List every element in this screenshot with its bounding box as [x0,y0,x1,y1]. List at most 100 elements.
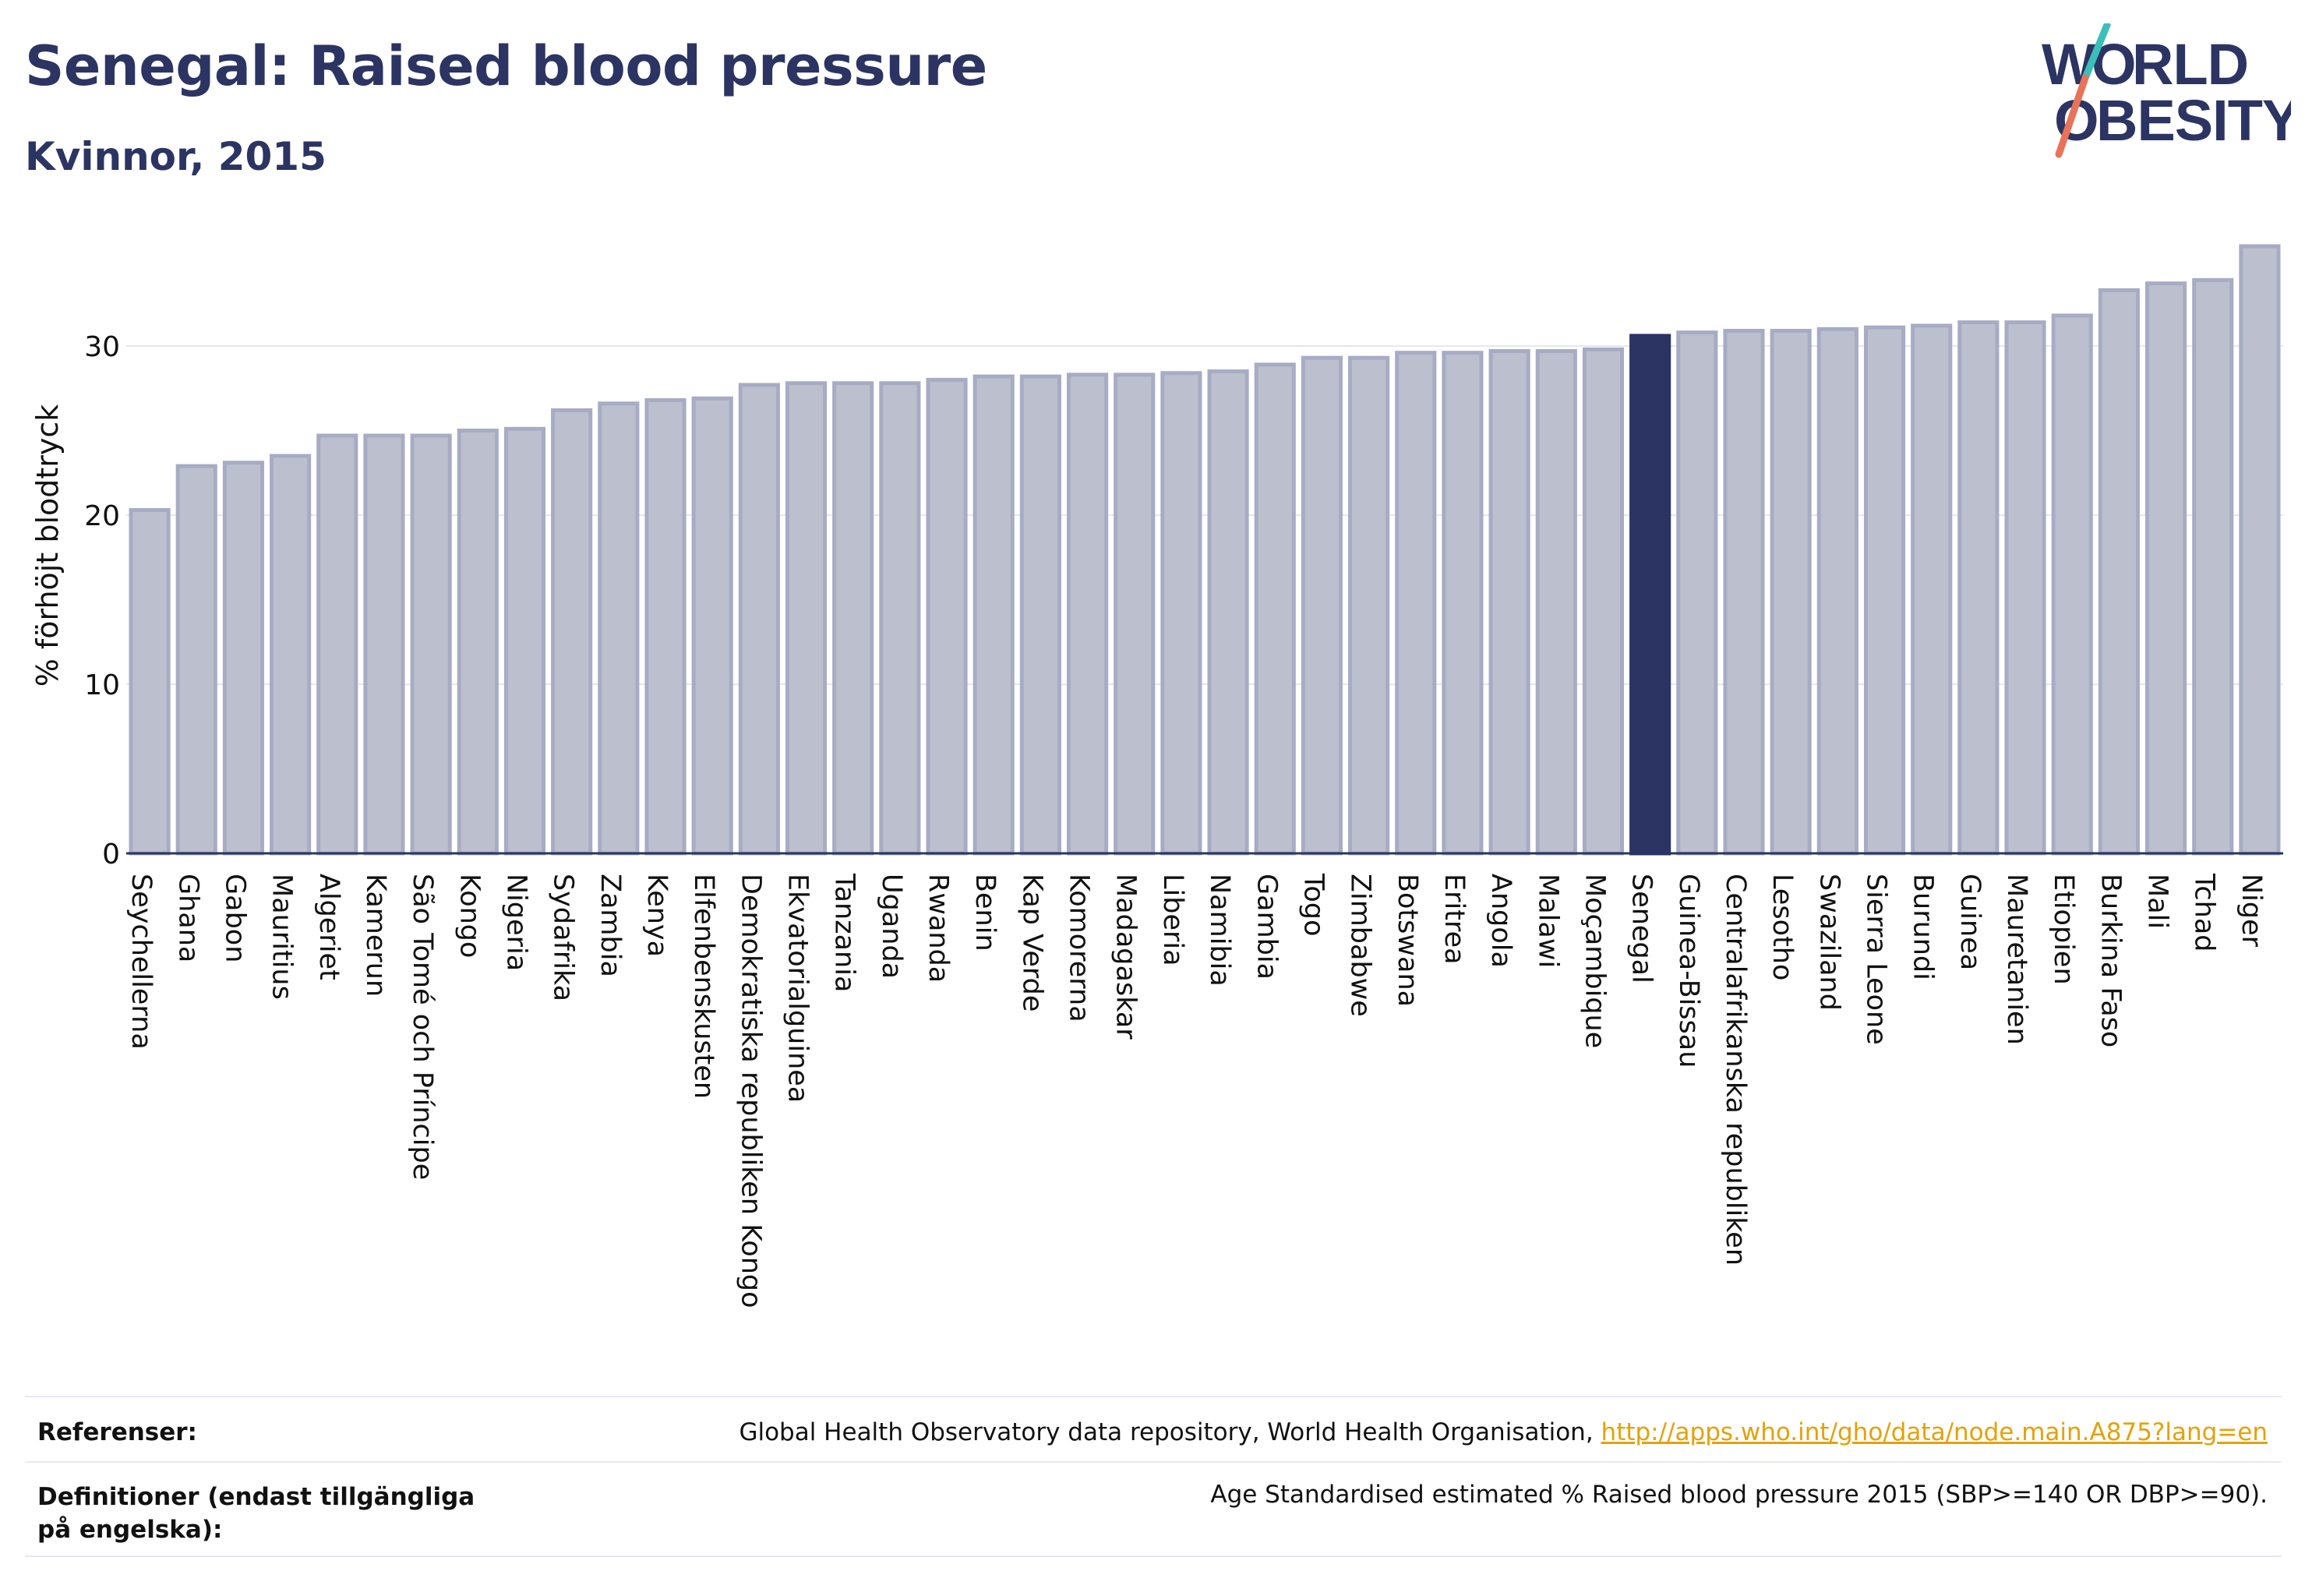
bar-elfenbenskusten [691,396,733,856]
x-tick-label: Togo [1297,873,1329,936]
bar-s-o-tom-och-pr-ncipe [410,433,452,856]
bar-zimbabwe [1348,355,1390,856]
y-tick-label: 30 [84,331,120,363]
footer-divider [25,1461,2282,1463]
bar-lesotho [1770,328,1812,856]
bar-etiopien [2051,313,2093,856]
references-text: Global Health Observatory data repositor… [739,1418,2268,1446]
bar-sierra-leone [1863,325,1906,856]
bar-kamerun [363,433,405,856]
bar-sydafrika [551,408,593,856]
bar-kongo [457,429,499,856]
x-tick-label: Liberia [1157,874,1188,966]
x-tick-label: Uganda [876,874,907,979]
x-tick-label: Rwanda [923,874,954,983]
bar-madagaskar [1114,373,1156,856]
bar-gambia [1254,362,1296,856]
x-tick-label: Nigeria [500,874,531,971]
x-tick-label: Zambia [595,874,626,977]
bar-namibia [1207,369,1249,856]
bar-kenya [644,397,687,856]
x-tick-label: Senegal [1626,874,1657,983]
x-tick-label: Guinea [1954,874,1986,970]
y-tick-label: 20 [84,500,120,532]
bar-swaziland [1816,327,1858,856]
bar-nigeria [503,426,546,856]
bar-seychellerna [129,507,171,856]
bar-mauretanien [2004,320,2046,856]
bar-rwanda [926,377,968,856]
x-tick-label: Eritrea [1438,874,1470,965]
bar-mauritius [270,454,312,856]
bar-senegal [1629,334,1671,856]
bar-mali [2144,281,2187,856]
svg-text:RLD: RLD [2132,32,2248,97]
x-tick-label: Burkina Faso [2095,874,2126,1047]
x-tick-label: Namibia [1204,874,1235,987]
references-link[interactable]: http://apps.who.int/gho/data/node.main.A… [1601,1418,2268,1446]
x-tick-label: Sierra Leone [1861,874,1892,1045]
references-source: Global Health Observatory data repositor… [739,1418,1601,1446]
x-tick-label: Sydafrika [548,874,579,1001]
bar-benin [972,374,1015,856]
definitions-text: Age Standardised estimated % Raised bloo… [1210,1481,2268,1509]
bar-burundi [1911,323,1953,856]
bar-tanzania [832,381,874,856]
x-tick-label: Lesotho [1767,874,1798,980]
footer-divider [25,1555,2282,1557]
x-tick-label: São Tomé och Príncipe [407,874,438,1180]
x-tick-label: Etiopien [2048,874,2079,985]
x-tick-label: Madagaskar [1110,874,1142,1040]
bar-komorerna [1066,373,1109,856]
bar-guinea [1957,320,2000,856]
x-tick-label: Mauretanien [2001,874,2032,1045]
definitions-label: Definitioner (endast tillgängliga på eng… [37,1483,475,1544]
x-tick-label: Niger [2236,874,2267,948]
x-tick-label: Tanzania [829,873,860,992]
tick-labels: 0 10 20 30 Seychellerna Ghana Gabon Mauritius Al… [84,331,2267,1308]
bar-uganda [879,381,921,856]
x-tick-label: Angola [1485,874,1516,968]
x-tick-label: Komorerna [1064,874,1095,1022]
x-tick-label: Kap Verde [1016,874,1047,1012]
bar-togo [1301,355,1343,856]
x-tick-label: Kongo [454,874,485,958]
x-tick-label: Mauritius [267,874,298,1000]
bars [129,244,2281,856]
chart-title: Senegal: Raised blood pressure [25,34,987,98]
x-tick-label: Benin [969,874,1001,952]
bar-niger [2239,244,2281,856]
x-tick-label: Mali [2142,874,2173,929]
x-tick-label: Gambia [1251,874,1282,980]
bar-mo-ambique [1582,347,1625,856]
footer-divider [25,1396,2282,1397]
bar-gabon [222,461,265,856]
x-tick-label: Botswana [1392,874,1423,1007]
x-tick-label: Kenya [641,874,672,957]
x-tick-label: Burundi [1908,874,1939,980]
bar-tchad [2192,277,2234,856]
svg-text:BESITY: BESITY [2096,88,2291,153]
x-tick-label: Zimbabwe [1345,874,1376,1017]
x-tick-label: Kamerun [360,874,391,997]
bar-eritrea [1442,351,1484,856]
bar-kap-verde [1019,374,1061,856]
y-tick-label: 10 [84,669,120,701]
bar-ghana [175,464,217,856]
bar-guinea-bissau [1676,330,1718,856]
bar-algeriet [316,433,358,856]
bar-chart: 0 10 20 30 Seychellerna Ghana Gabon Mauritius Al… [30,244,2283,1308]
y-tick-label: 0 [102,839,120,870]
bar-centralafrikanska-republiken [1723,328,1765,856]
x-tick-label: Demokratiska republiken Kongo [735,874,766,1308]
bar-zambia [598,401,640,856]
bar-malawi [1535,349,1577,856]
x-tick-label: Ekvatorialguinea [782,874,814,1103]
world-obesity-logo: W O RLD O BESITY [2042,23,2291,158]
x-tick-label: Moçambique [1579,874,1610,1048]
bar-demokratiska-republiken-kongo [738,383,780,856]
bar-angola [1488,349,1530,856]
x-tick-label: Malawi [1532,874,1563,968]
bar-liberia [1160,371,1202,856]
x-tick-label: Swaziland [1813,874,1844,1011]
